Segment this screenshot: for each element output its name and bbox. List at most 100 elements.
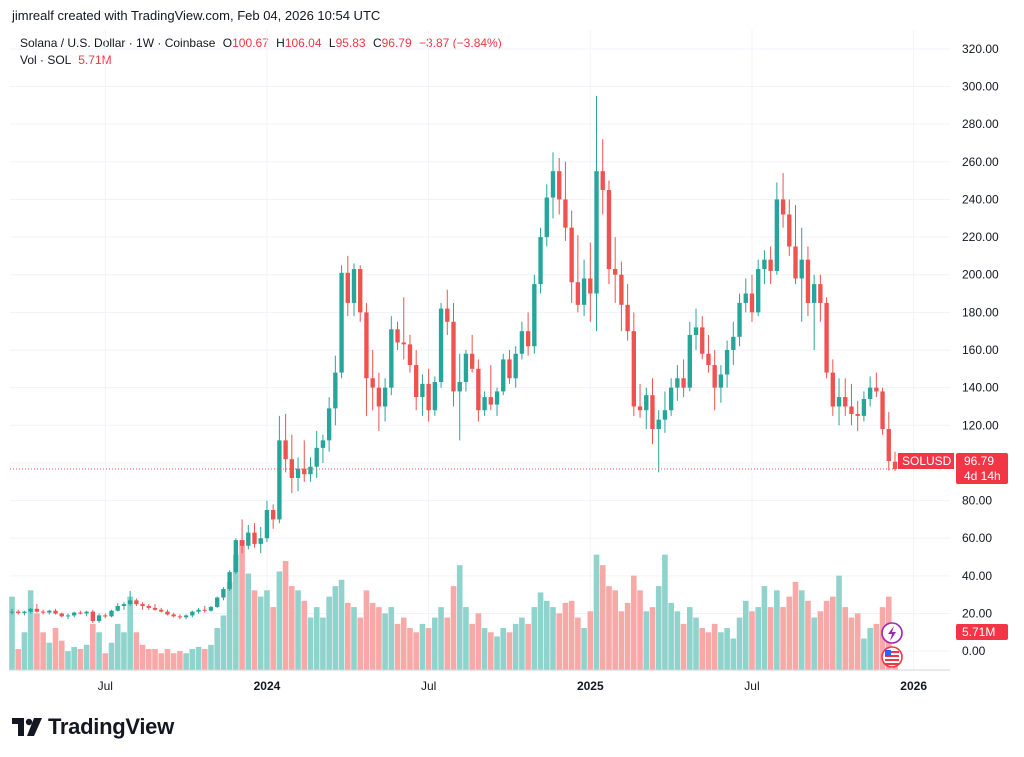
volume-bar xyxy=(618,611,625,670)
tradingview-logo-text: TradingView xyxy=(48,714,174,739)
price-tag-countdown: 4d 14h xyxy=(964,469,1001,483)
volume-bar xyxy=(774,590,780,670)
lightning-icon[interactable] xyxy=(881,622,903,644)
volume-bar xyxy=(830,596,836,670)
us-flag-icon[interactable] xyxy=(881,646,903,668)
volume-bar xyxy=(133,632,140,670)
time-tick-label: 2024 xyxy=(254,679,281,693)
volume-bar xyxy=(102,653,109,670)
volume-bar xyxy=(139,644,146,670)
volume-bar xyxy=(873,623,880,670)
candle-body xyxy=(544,197,549,238)
volume-bar xyxy=(245,573,252,670)
candle-body xyxy=(631,331,637,407)
volume-bar xyxy=(270,607,276,670)
volume-bar xyxy=(114,623,121,670)
volume-bar xyxy=(220,615,227,670)
candle-body xyxy=(557,171,562,200)
volume-bar xyxy=(792,581,799,670)
volume-bar xyxy=(606,586,612,670)
candle-body xyxy=(706,353,711,366)
volume-bar xyxy=(83,644,90,670)
candle-body xyxy=(72,612,77,616)
candle-body xyxy=(687,334,692,388)
volume-bar xyxy=(158,653,165,670)
candle-body xyxy=(389,329,394,388)
candle-body xyxy=(550,171,556,198)
candle-body xyxy=(364,312,369,379)
volume-bar xyxy=(817,611,824,670)
candle-body xyxy=(818,284,823,303)
volume-bar xyxy=(344,602,351,670)
candle-body xyxy=(103,615,108,617)
volume-bar xyxy=(469,623,475,670)
candle-body xyxy=(426,383,431,411)
volume-bar xyxy=(407,628,413,670)
tradingview-logo[interactable]: TradingView xyxy=(12,714,174,740)
volume-bar xyxy=(805,600,811,670)
price-tick-label: 260.00 xyxy=(962,155,999,169)
candle-body xyxy=(675,378,680,388)
candle-body xyxy=(146,606,151,608)
volume-bar xyxy=(226,581,233,670)
volume-bar xyxy=(680,623,687,670)
volume-bar xyxy=(21,632,28,670)
volume-bar xyxy=(376,607,382,670)
volume-bar xyxy=(481,628,488,670)
volume-bar xyxy=(189,649,196,670)
ohlc-legend: Solana / U.S. Dollar · 1W · Coinbase O10… xyxy=(20,36,502,50)
price-tick-label: 20.00 xyxy=(962,607,992,621)
volume-bar xyxy=(289,586,295,670)
price-axis[interactable]: 320.00 300.00 280.00 260.00 240.00 220.00 200.… xyxy=(962,42,999,658)
time-tick-label: Jul xyxy=(744,679,759,693)
candle-body xyxy=(84,611,89,614)
candle-body xyxy=(563,199,568,228)
candle-body xyxy=(501,359,506,392)
volume-bar xyxy=(593,554,600,670)
candle-body xyxy=(463,353,469,382)
volume-bar xyxy=(631,575,637,670)
candle-body xyxy=(177,616,183,618)
candle-body xyxy=(159,609,164,612)
volume-tag: 5.71M xyxy=(956,624,1008,640)
candle-body xyxy=(302,468,307,475)
candle-body xyxy=(824,302,829,373)
candle-body xyxy=(28,608,33,612)
volume-bar xyxy=(425,628,432,670)
volume-bar xyxy=(257,596,264,670)
candle-body xyxy=(780,199,786,215)
volume-bar xyxy=(624,602,631,670)
volume-bar xyxy=(568,600,575,670)
candle-body xyxy=(743,293,748,303)
candle-body xyxy=(96,615,102,622)
volume-bar xyxy=(649,607,656,670)
candle-body xyxy=(575,282,581,305)
price-tick-label: 160.00 xyxy=(962,343,999,357)
candle-body xyxy=(270,510,276,520)
candle-body xyxy=(494,391,500,405)
candle-body xyxy=(258,538,263,544)
candle-body xyxy=(581,278,587,305)
volume-bar xyxy=(394,623,401,670)
volume-legend: Vol · SOL 5.71M xyxy=(20,53,112,67)
candle-body xyxy=(196,609,201,612)
price-tick-label: 240.00 xyxy=(962,192,999,206)
volume-bar xyxy=(332,586,339,670)
tradingview-logo-icon xyxy=(12,718,42,736)
candle-body xyxy=(724,350,730,375)
volume-bar xyxy=(798,590,805,670)
time-axis[interactable]: Jul 2024 Jul 2025 Jul 2026 xyxy=(98,679,928,693)
volume-bar xyxy=(811,617,817,670)
candle-body xyxy=(59,613,64,617)
open-value: 100.67 xyxy=(232,36,269,50)
candle-body xyxy=(376,387,382,407)
volume-bar xyxy=(842,607,849,670)
volume-bar xyxy=(46,642,53,670)
volume-bar xyxy=(195,646,202,670)
volume-bar xyxy=(724,628,730,670)
candle-body xyxy=(152,607,158,610)
volume-value: 5.71M xyxy=(78,53,112,67)
candle-body xyxy=(836,397,842,407)
volume-bar xyxy=(363,590,370,670)
